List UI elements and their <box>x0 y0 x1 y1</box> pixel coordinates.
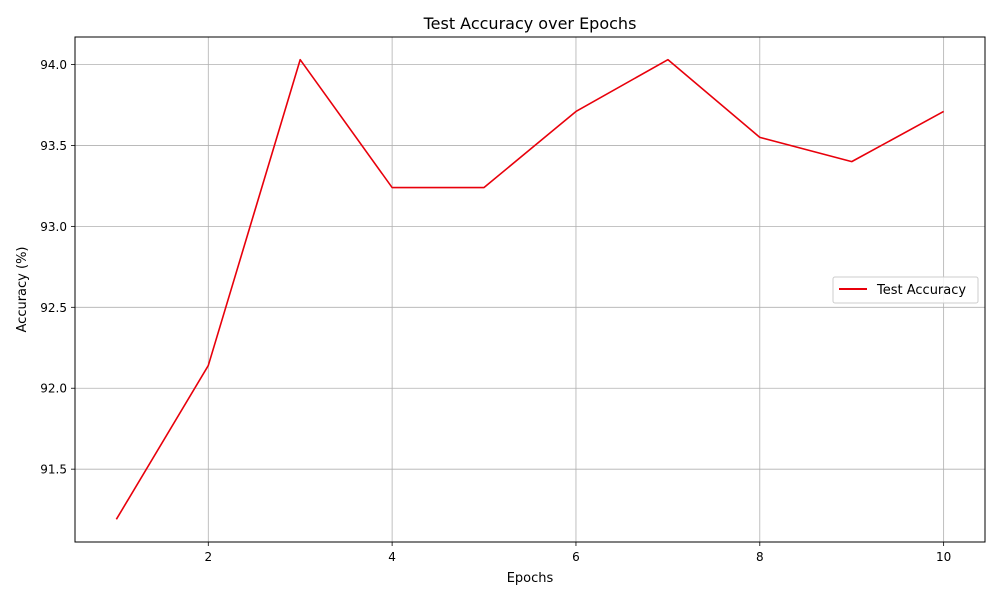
axis-ticks: 2 4 6 8 10 91.5 92.0 92.5 93.0 93.5 94.0 <box>40 58 951 564</box>
y-tick-label: 94.0 <box>40 58 67 72</box>
x-tick-label: 6 <box>572 550 580 564</box>
plot-frame <box>74 36 986 543</box>
x-axis-title: Epochs <box>507 571 554 586</box>
legend-label-test-accuracy: Test Accuracy <box>876 283 966 298</box>
y-tick-label: 92.5 <box>40 301 67 315</box>
legend-box <box>832 276 979 304</box>
y-axis-title: Accuracy (%) <box>15 247 30 333</box>
y-tick-label: 91.5 <box>40 463 67 477</box>
y-tick-label: 93.0 <box>40 220 67 234</box>
data-series <box>115 58 945 520</box>
legend: Test Accuracy <box>832 276 979 304</box>
x-tick-label: 4 <box>388 550 396 564</box>
x-tick-label: 8 <box>756 550 764 564</box>
x-tick-label: 2 <box>204 550 212 564</box>
x-tick-label: 10 <box>936 550 951 564</box>
chart-title: Test Accuracy over Epochs <box>423 14 637 33</box>
series-line-test-accuracy <box>115 58 945 520</box>
grid-lines <box>75 37 985 542</box>
y-tick-label: 92.0 <box>40 382 67 396</box>
y-tick-label: 93.5 <box>40 139 67 153</box>
